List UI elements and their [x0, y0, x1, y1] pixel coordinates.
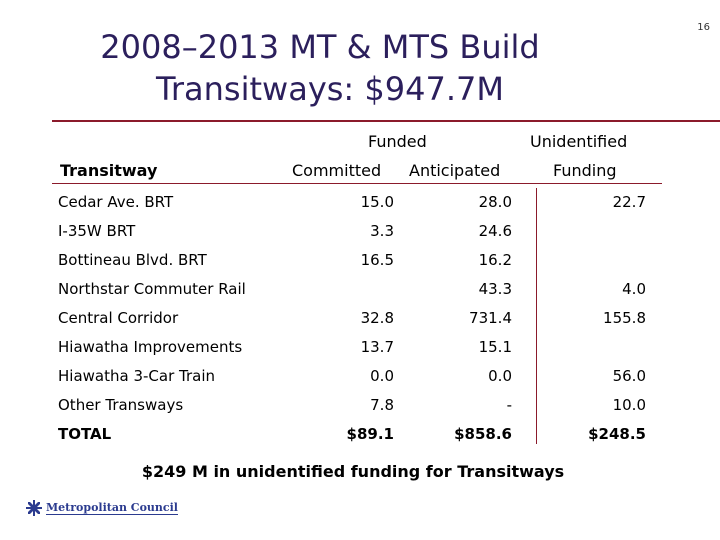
metropolitan-council-logo-icon	[26, 500, 42, 516]
unidentified-cell: 10.0	[612, 395, 646, 414]
transitway-cell: Hiawatha 3-Car Train	[58, 366, 215, 385]
unidentified-cell: 155.8	[603, 308, 646, 327]
header-committed: Committed	[292, 161, 382, 180]
table-row: Bottineau Blvd. BRT 16.5 16.2	[58, 245, 646, 274]
page-number: 16	[697, 22, 710, 33]
committed-cell: 32.8	[360, 308, 394, 327]
anticipated-cell: 28.0	[478, 192, 512, 211]
unidentified-cell	[512, 216, 646, 245]
column-divider	[536, 188, 537, 444]
anticipated-cell: -	[506, 395, 512, 414]
committed-cell: 7.8	[370, 395, 394, 414]
anticipated-cell: $858.6	[454, 424, 512, 443]
committed-cell	[304, 274, 394, 303]
unidentified-cell	[512, 245, 646, 274]
table-row: Hiawatha Improvements 13.7 15.1	[58, 332, 646, 361]
unidentified-cell: 56.0	[612, 366, 646, 385]
committed-cell: $89.1	[346, 424, 394, 443]
header-group-funded: Funded	[368, 132, 427, 151]
committed-cell: 0.0	[370, 366, 394, 385]
table-row: Other Transways 7.8 - 10.0	[58, 390, 646, 419]
table-row: Hiawatha 3-Car Train 0.0 0.0 56.0	[58, 361, 646, 390]
header-divider	[52, 183, 662, 184]
table-row: Northstar Commuter Rail 43.3 4.0	[58, 274, 646, 303]
committed-cell: 15.0	[360, 192, 394, 211]
unidentified-cell: 22.7	[612, 192, 646, 211]
transitway-cell: Cedar Ave. BRT	[58, 192, 174, 211]
header-group-unidentified: Unidentified	[530, 132, 628, 151]
anticipated-cell: 0.0	[488, 366, 512, 385]
header-transitway: Transitway	[60, 161, 158, 180]
table-row: Cedar Ave. BRT 15.0 28.0 22.7	[58, 187, 646, 216]
funding-table: Cedar Ave. BRT 15.0 28.0 22.7 I-35W BRT 3.3 24…	[58, 187, 646, 448]
logo-text: Metropolitan Council	[46, 501, 178, 515]
footnote-text: $249 M in unidentified funding for Trans…	[141, 462, 565, 481]
page-title-line-1: 2008–2013 MT & MTS Build	[100, 28, 540, 66]
committed-cell: 3.3	[370, 221, 394, 240]
table-row: I-35W BRT 3.3 24.6	[58, 216, 646, 245]
title-divider	[52, 120, 720, 122]
anticipated-cell: 24.6	[478, 221, 512, 240]
anticipated-cell: 15.1	[478, 337, 512, 356]
transitway-cell: I-35W BRT	[58, 221, 136, 240]
transitway-cell: Hiawatha Improvements	[58, 337, 243, 356]
transitway-cell: Central Corridor	[58, 308, 179, 327]
anticipated-cell: 43.3	[478, 279, 512, 298]
committed-cell: 16.5	[360, 250, 394, 269]
header-anticipated: Anticipated	[409, 161, 501, 180]
metropolitan-council-logo: Metropolitan Council	[25, 498, 178, 518]
page-title-line-2: Transitways: $947.7M	[156, 70, 504, 108]
unidentified-cell: 4.0	[622, 279, 646, 298]
footnote: $249 M in unidentified funding for Trans…	[0, 462, 720, 481]
transitway-cell: Northstar Commuter Rail	[58, 279, 246, 298]
transitway-cell: TOTAL	[58, 424, 112, 443]
transitway-cell: Other Transways	[58, 395, 184, 414]
unidentified-cell: $248.5	[588, 424, 646, 443]
committed-cell: 13.7	[360, 337, 394, 356]
total-row: TOTAL $89.1 $858.6 $248.5	[58, 419, 646, 448]
table-row: Central Corridor 32.8 731.4 155.8	[58, 303, 646, 332]
anticipated-cell: 16.2	[478, 250, 512, 269]
page-title: 2008–2013 MT & MTS Build Transitways: $9…	[0, 26, 720, 110]
unidentified-cell	[512, 332, 646, 361]
header-funding: Funding	[553, 161, 617, 180]
transitway-cell: Bottineau Blvd. BRT	[58, 250, 207, 269]
anticipated-cell: 731.4	[469, 308, 512, 327]
